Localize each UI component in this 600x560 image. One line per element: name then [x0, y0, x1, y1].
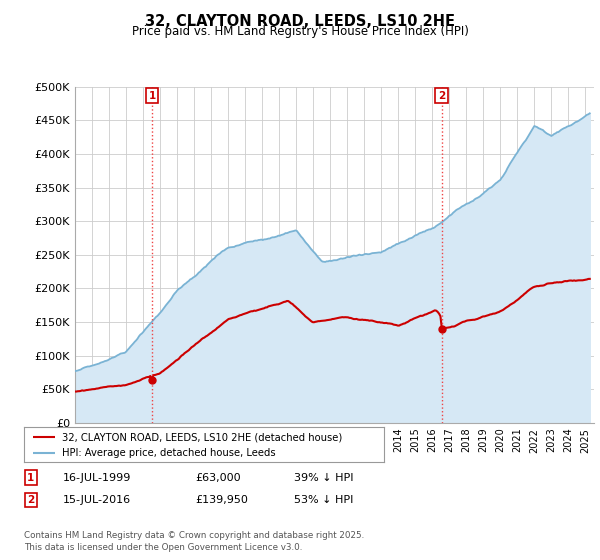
Text: 32, CLAYTON ROAD, LEEDS, LS10 2HE (detached house): 32, CLAYTON ROAD, LEEDS, LS10 2HE (detac…: [62, 432, 342, 442]
Text: Contains HM Land Registry data © Crown copyright and database right 2025.
This d: Contains HM Land Registry data © Crown c…: [24, 531, 364, 552]
Text: 32, CLAYTON ROAD, LEEDS, LS10 2HE: 32, CLAYTON ROAD, LEEDS, LS10 2HE: [145, 14, 455, 29]
Text: 16-JUL-1999: 16-JUL-1999: [63, 473, 131, 483]
Text: 15-JUL-2016: 15-JUL-2016: [63, 495, 131, 505]
Text: 2: 2: [27, 495, 34, 505]
Text: £139,950: £139,950: [195, 495, 248, 505]
Text: 53% ↓ HPI: 53% ↓ HPI: [294, 495, 353, 505]
Text: 1: 1: [149, 91, 156, 101]
Text: £63,000: £63,000: [195, 473, 241, 483]
Text: 1: 1: [27, 473, 34, 483]
Text: HPI: Average price, detached house, Leeds: HPI: Average price, detached house, Leed…: [62, 449, 275, 458]
Text: 2: 2: [438, 91, 445, 101]
Text: 39% ↓ HPI: 39% ↓ HPI: [294, 473, 353, 483]
Text: Price paid vs. HM Land Registry's House Price Index (HPI): Price paid vs. HM Land Registry's House …: [131, 25, 469, 38]
